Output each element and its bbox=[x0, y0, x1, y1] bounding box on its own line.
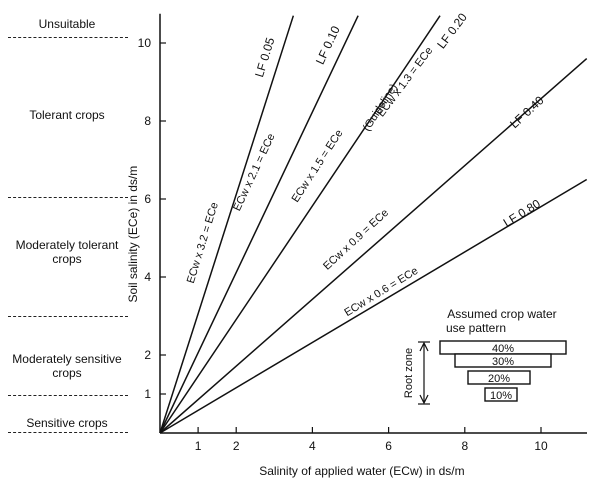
inset-layer-label: 10% bbox=[490, 390, 512, 402]
line-label-lf040: LF 0.40 bbox=[507, 93, 547, 131]
x-tick-label: 4 bbox=[309, 439, 316, 453]
y-tick-label: 10 bbox=[138, 36, 152, 50]
line-label-lf005: LF 0.05 bbox=[252, 36, 277, 79]
y-tick-label: 4 bbox=[144, 270, 151, 284]
inset-layer-label: 30% bbox=[492, 356, 514, 368]
equation-label-1-5: ECw x 1.5 = ECe bbox=[290, 128, 346, 205]
inset-layer-box bbox=[467, 370, 531, 385]
series-line-0 bbox=[159, 15, 295, 434]
band-label-tolerant: Tolerant crops bbox=[29, 108, 105, 122]
inset-layer-box bbox=[454, 353, 552, 368]
guideline-label: (Guideline) bbox=[361, 82, 400, 134]
inset-layer-box bbox=[484, 387, 518, 402]
series-line-4 bbox=[159, 178, 588, 434]
equation-label-0-6: ECw x 0.6 = ECe bbox=[342, 265, 420, 319]
series-line-2 bbox=[159, 15, 441, 434]
x-tick-label: 1 bbox=[195, 439, 202, 453]
root-zone-arrowhead-down bbox=[419, 394, 429, 405]
inset-title-line1: Assumed crop water bbox=[447, 307, 556, 321]
equation-label-3-2: ECw x 3.2 = ECe bbox=[185, 201, 221, 285]
band-label-moderately-sensitive: Moderately sensitive crops bbox=[12, 352, 122, 380]
band-separator bbox=[8, 37, 128, 38]
x-tick-label: 2 bbox=[233, 439, 240, 453]
y-tick-label: 6 bbox=[144, 192, 151, 206]
chart-series bbox=[159, 15, 588, 434]
x-tick-label: 8 bbox=[461, 439, 468, 453]
inset-title-line2: use pattern bbox=[446, 321, 506, 335]
series-line-3 bbox=[159, 58, 588, 434]
x-tick-label: 10 bbox=[534, 439, 548, 453]
band-separator bbox=[8, 395, 128, 396]
root-zone-label: Root zone bbox=[403, 348, 415, 398]
y-tick-label: 2 bbox=[144, 348, 151, 362]
band-label-sensitive: Sensitive crops bbox=[26, 416, 108, 430]
line-label-lf080: LF 0.80 bbox=[501, 196, 543, 229]
band-separator bbox=[8, 316, 128, 317]
root-zone-arrowhead-up bbox=[419, 341, 429, 352]
inset-title: Assumed crop water use pattern bbox=[416, 307, 589, 321]
band-label-moderately-tolerant: Moderately tolerant crops bbox=[15, 238, 119, 266]
inset-layer-label: 40% bbox=[492, 343, 514, 355]
y-tick-label: 8 bbox=[144, 114, 151, 128]
band-separator bbox=[8, 432, 128, 433]
line-label-lf010: LF 0.10 bbox=[313, 24, 343, 67]
x-tick-label: 6 bbox=[385, 439, 392, 453]
band-separator bbox=[8, 197, 128, 198]
y-axis-label: Soil salinity (ECe) in ds/m bbox=[126, 166, 140, 303]
band-label-unsuitable: Unsuitable bbox=[38, 17, 96, 31]
y-tick-label: 1 bbox=[144, 387, 151, 401]
inset-layer-label: 20% bbox=[488, 373, 510, 385]
series-line-1 bbox=[159, 15, 359, 434]
x-axis-label: Salinity of applied water (ECw) in ds/m bbox=[259, 464, 464, 478]
